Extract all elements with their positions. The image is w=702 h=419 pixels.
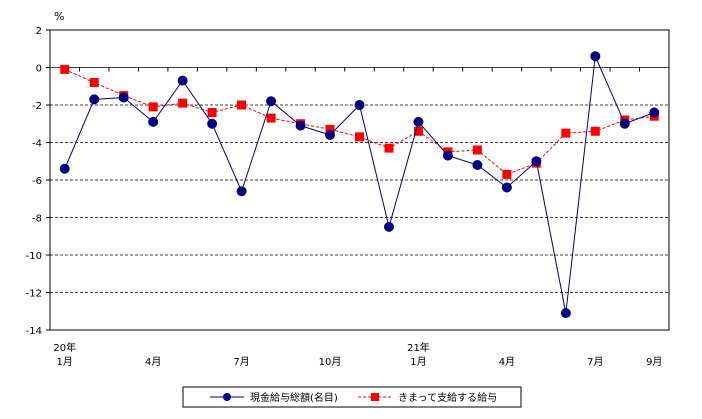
x-tick-month-label: 10月: [319, 356, 342, 368]
data-point-square: [472, 145, 482, 155]
data-point-circle: [295, 120, 306, 131]
series-group: [59, 51, 660, 319]
data-point-circle: [118, 92, 129, 103]
data-point-circle: [325, 130, 336, 140]
x-tick-month-label: 7月: [233, 356, 249, 368]
y-tick-label: -10: [26, 251, 42, 262]
data-point-square: [502, 169, 512, 179]
series-line: [64, 54, 655, 314]
y-tick-label: -12: [26, 289, 42, 300]
data-point-circle: [148, 116, 159, 127]
grid-lines: [50, 67, 669, 293]
data-point-circle: [501, 182, 512, 193]
data-point-circle: [207, 118, 218, 129]
legend-marker-circle: [223, 393, 231, 401]
data-point-square: [384, 143, 394, 153]
y-tick-label: -6: [32, 176, 42, 187]
data-point-circle: [413, 116, 424, 127]
data-point-square: [325, 124, 335, 134]
data-point-circle: [472, 160, 483, 170]
x-tick-month-label: 4月: [499, 356, 515, 368]
data-point-square: [60, 64, 70, 74]
y-tick-label: -4: [32, 139, 42, 150]
data-point-circle: [649, 107, 660, 118]
x-axis: 20年 1月 4月 7月 10月 21年 1月 4月 7月 9月: [49, 67, 670, 368]
data-point-circle: [177, 75, 188, 86]
data-point-square: [207, 108, 217, 117]
y-tick-label: -2: [32, 101, 42, 112]
y-axis-unit-label: %: [54, 10, 64, 23]
data-point-circle: [619, 118, 630, 129]
data-point-square: [590, 126, 600, 136]
data-point-circle: [59, 163, 70, 174]
data-point-square: [266, 113, 276, 123]
data-point-circle: [590, 51, 601, 62]
data-point-circle: [531, 156, 542, 167]
x-tick-month-label: 1月: [410, 356, 426, 368]
data-point-square: [413, 126, 423, 136]
x-tick-month-label: 9月: [646, 356, 662, 368]
data-point-circle: [383, 221, 394, 232]
data-point-square: [148, 102, 158, 112]
data-point-circle: [266, 96, 277, 107]
series-line: [64, 68, 655, 175]
legend-label: きまって支給する給与: [398, 391, 497, 404]
data-point-circle: [354, 100, 365, 110]
data-point-square: [89, 78, 99, 87]
x-tick-month-label: 7月: [587, 356, 603, 368]
data-point-square: [237, 100, 247, 110]
y-tick-label: 0: [36, 64, 42, 75]
y-axis: 2 0 -2 -4 -6 -8 -10 -12 -14: [26, 26, 50, 337]
y-tick-label: -14: [26, 326, 42, 337]
legend-label: 現金給与総額(名目): [250, 391, 338, 404]
data-point-circle: [442, 150, 453, 161]
x-tick-year-label: 21年: [407, 341, 430, 354]
legend: 現金給与総額(名目) きまって支給する給与: [182, 386, 522, 408]
y-tick-label: 2: [36, 26, 42, 37]
data-point-circle: [236, 186, 247, 197]
data-point-square: [561, 128, 571, 138]
data-point-square: [178, 98, 188, 108]
x-tick-year-label: 20年: [53, 341, 76, 354]
y-tick-label: -8: [32, 214, 42, 225]
legend-marker-square: [371, 393, 379, 401]
data-point-circle: [89, 94, 100, 105]
series-cash-earnings: [59, 51, 660, 319]
data-point-circle: [560, 308, 571, 319]
legend-box: [182, 386, 522, 408]
data-point-square: [355, 132, 364, 142]
x-tick-month-label: 4月: [145, 356, 161, 368]
x-tick-month-label: 1月: [57, 356, 73, 368]
